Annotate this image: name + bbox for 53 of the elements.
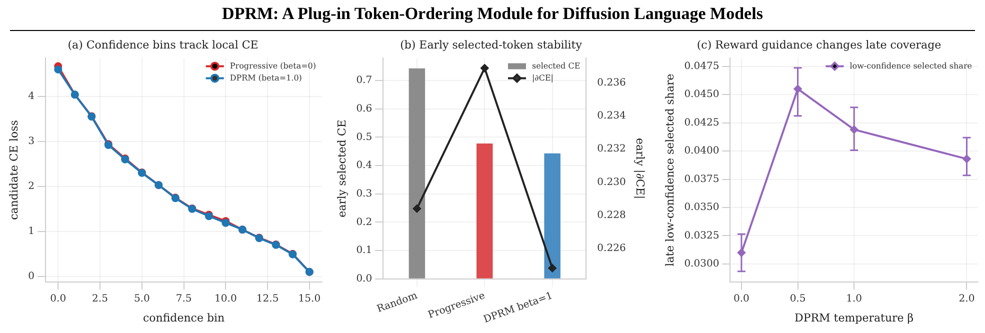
y-tick-label: 0.0400 [684,146,720,157]
legend-label: Progressive (beta=0) [230,61,316,70]
y-tick-label: 0.7 [356,75,372,86]
x-axis-title: confidence bin [142,311,225,324]
y2-tick-label: 0.230 [597,176,626,188]
y2-tick-label: 0.236 [597,78,626,89]
y-tick-label: 0.5 [356,132,372,143]
x-tick-label: 0.5 [790,293,806,304]
y2-tick-label: 0.232 [597,144,626,155]
y-tick-label: 0.2 [356,216,372,228]
x-tick-label: 5.0 [134,293,150,304]
y-tick-label: 1 [28,226,35,238]
x-tick-label: 0.0 [50,293,66,304]
y-tick-label: 0.0 [356,273,372,284]
y-tick-label: 0.3 [356,188,372,200]
legend-label: DPRM (beta=1.0) [230,73,302,82]
y-axis-title: late low-confidence selected share [663,74,676,266]
x-tick-label: 1.0 [846,293,862,304]
y-tick-label: 0.0375 [684,174,720,185]
x-tick-label: 0.0 [734,293,750,304]
y2-tick-label: 0.226 [597,242,626,254]
y-tick-label: 0.0350 [684,202,720,214]
legend-label: selected CE [532,61,580,70]
x-tick-label: 15.0 [298,293,321,304]
y-tick-label: 0.0450 [684,89,720,100]
y-tick-label: 0.1 [356,245,372,256]
x-tick-label: 2.0 [958,293,975,304]
y-tick-label: 2 [28,181,35,192]
x-axis-title: DPRM temperature β [794,311,914,324]
x-tick-label: 7.5 [176,293,192,304]
x-tick-label: 2.5 [92,293,108,304]
y-tick-label: 0.0325 [684,230,720,242]
y2-tick-label: 0.234 [597,110,626,122]
y-tick-label: 0.0475 [684,60,720,72]
y2-axis-title: early |∂CE| [634,138,647,200]
y2-tick-label: 0.228 [597,210,626,221]
y-tick-label: 0.6 [356,103,372,114]
y-tick-label: 0.0300 [684,258,720,270]
chart-title: (c) Reward guidance changes late coverage [696,38,942,52]
chart-title: (a) Confidence bins track local CE [68,38,258,52]
legend-label: low-confidence selected share [850,61,972,70]
y-axis-title: candidate CE loss [7,120,20,220]
x-tick-label: 12.5 [256,293,279,304]
y-tick-label: 4 [28,91,35,102]
y-tick-label: 0 [28,270,35,282]
y-tick-label: 0.4 [356,160,372,172]
text: DPRM: A Plug-in Token-Ordering Module for Diffusion Language Models [222,4,763,23]
legend-label: |∂CE| [532,73,554,82]
y-tick-label: 0.0425 [684,117,720,128]
y-axis-title: early selected CE [335,120,348,218]
x-tick-label: 10.0 [214,293,237,304]
y-tick-label: 3 [28,136,35,148]
chart-title: (b) Early selected-token stability [400,38,583,52]
